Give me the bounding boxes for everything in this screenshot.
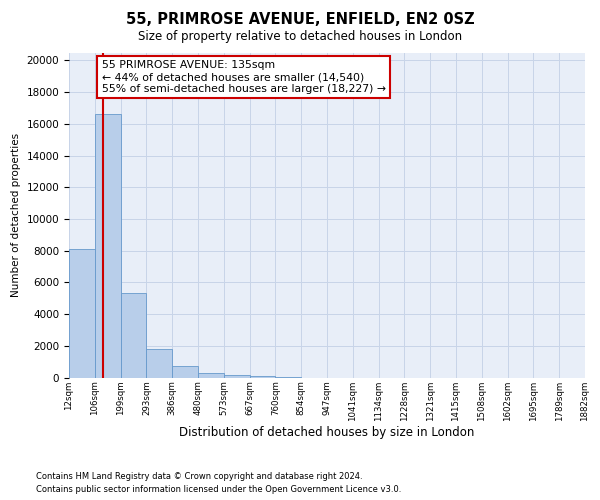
Text: 55, PRIMROSE AVENUE, ENFIELD, EN2 0SZ: 55, PRIMROSE AVENUE, ENFIELD, EN2 0SZ xyxy=(125,12,475,28)
Bar xyxy=(172,366,198,378)
Bar xyxy=(224,375,250,378)
Text: Contains HM Land Registry data © Crown copyright and database right 2024.: Contains HM Land Registry data © Crown c… xyxy=(36,472,362,481)
Text: Size of property relative to detached houses in London: Size of property relative to detached ho… xyxy=(138,30,462,43)
Bar xyxy=(250,376,275,378)
Text: Contains public sector information licensed under the Open Government Licence v3: Contains public sector information licen… xyxy=(36,485,401,494)
Bar xyxy=(275,376,301,378)
X-axis label: Distribution of detached houses by size in London: Distribution of detached houses by size … xyxy=(179,426,475,439)
Bar xyxy=(146,349,172,378)
Bar xyxy=(69,249,95,378)
Text: 55 PRIMROSE AVENUE: 135sqm
← 44% of detached houses are smaller (14,540)
55% of : 55 PRIMROSE AVENUE: 135sqm ← 44% of deta… xyxy=(101,60,386,94)
Bar xyxy=(95,114,121,378)
Bar xyxy=(121,294,146,378)
Y-axis label: Number of detached properties: Number of detached properties xyxy=(11,133,21,297)
Bar xyxy=(198,373,224,378)
